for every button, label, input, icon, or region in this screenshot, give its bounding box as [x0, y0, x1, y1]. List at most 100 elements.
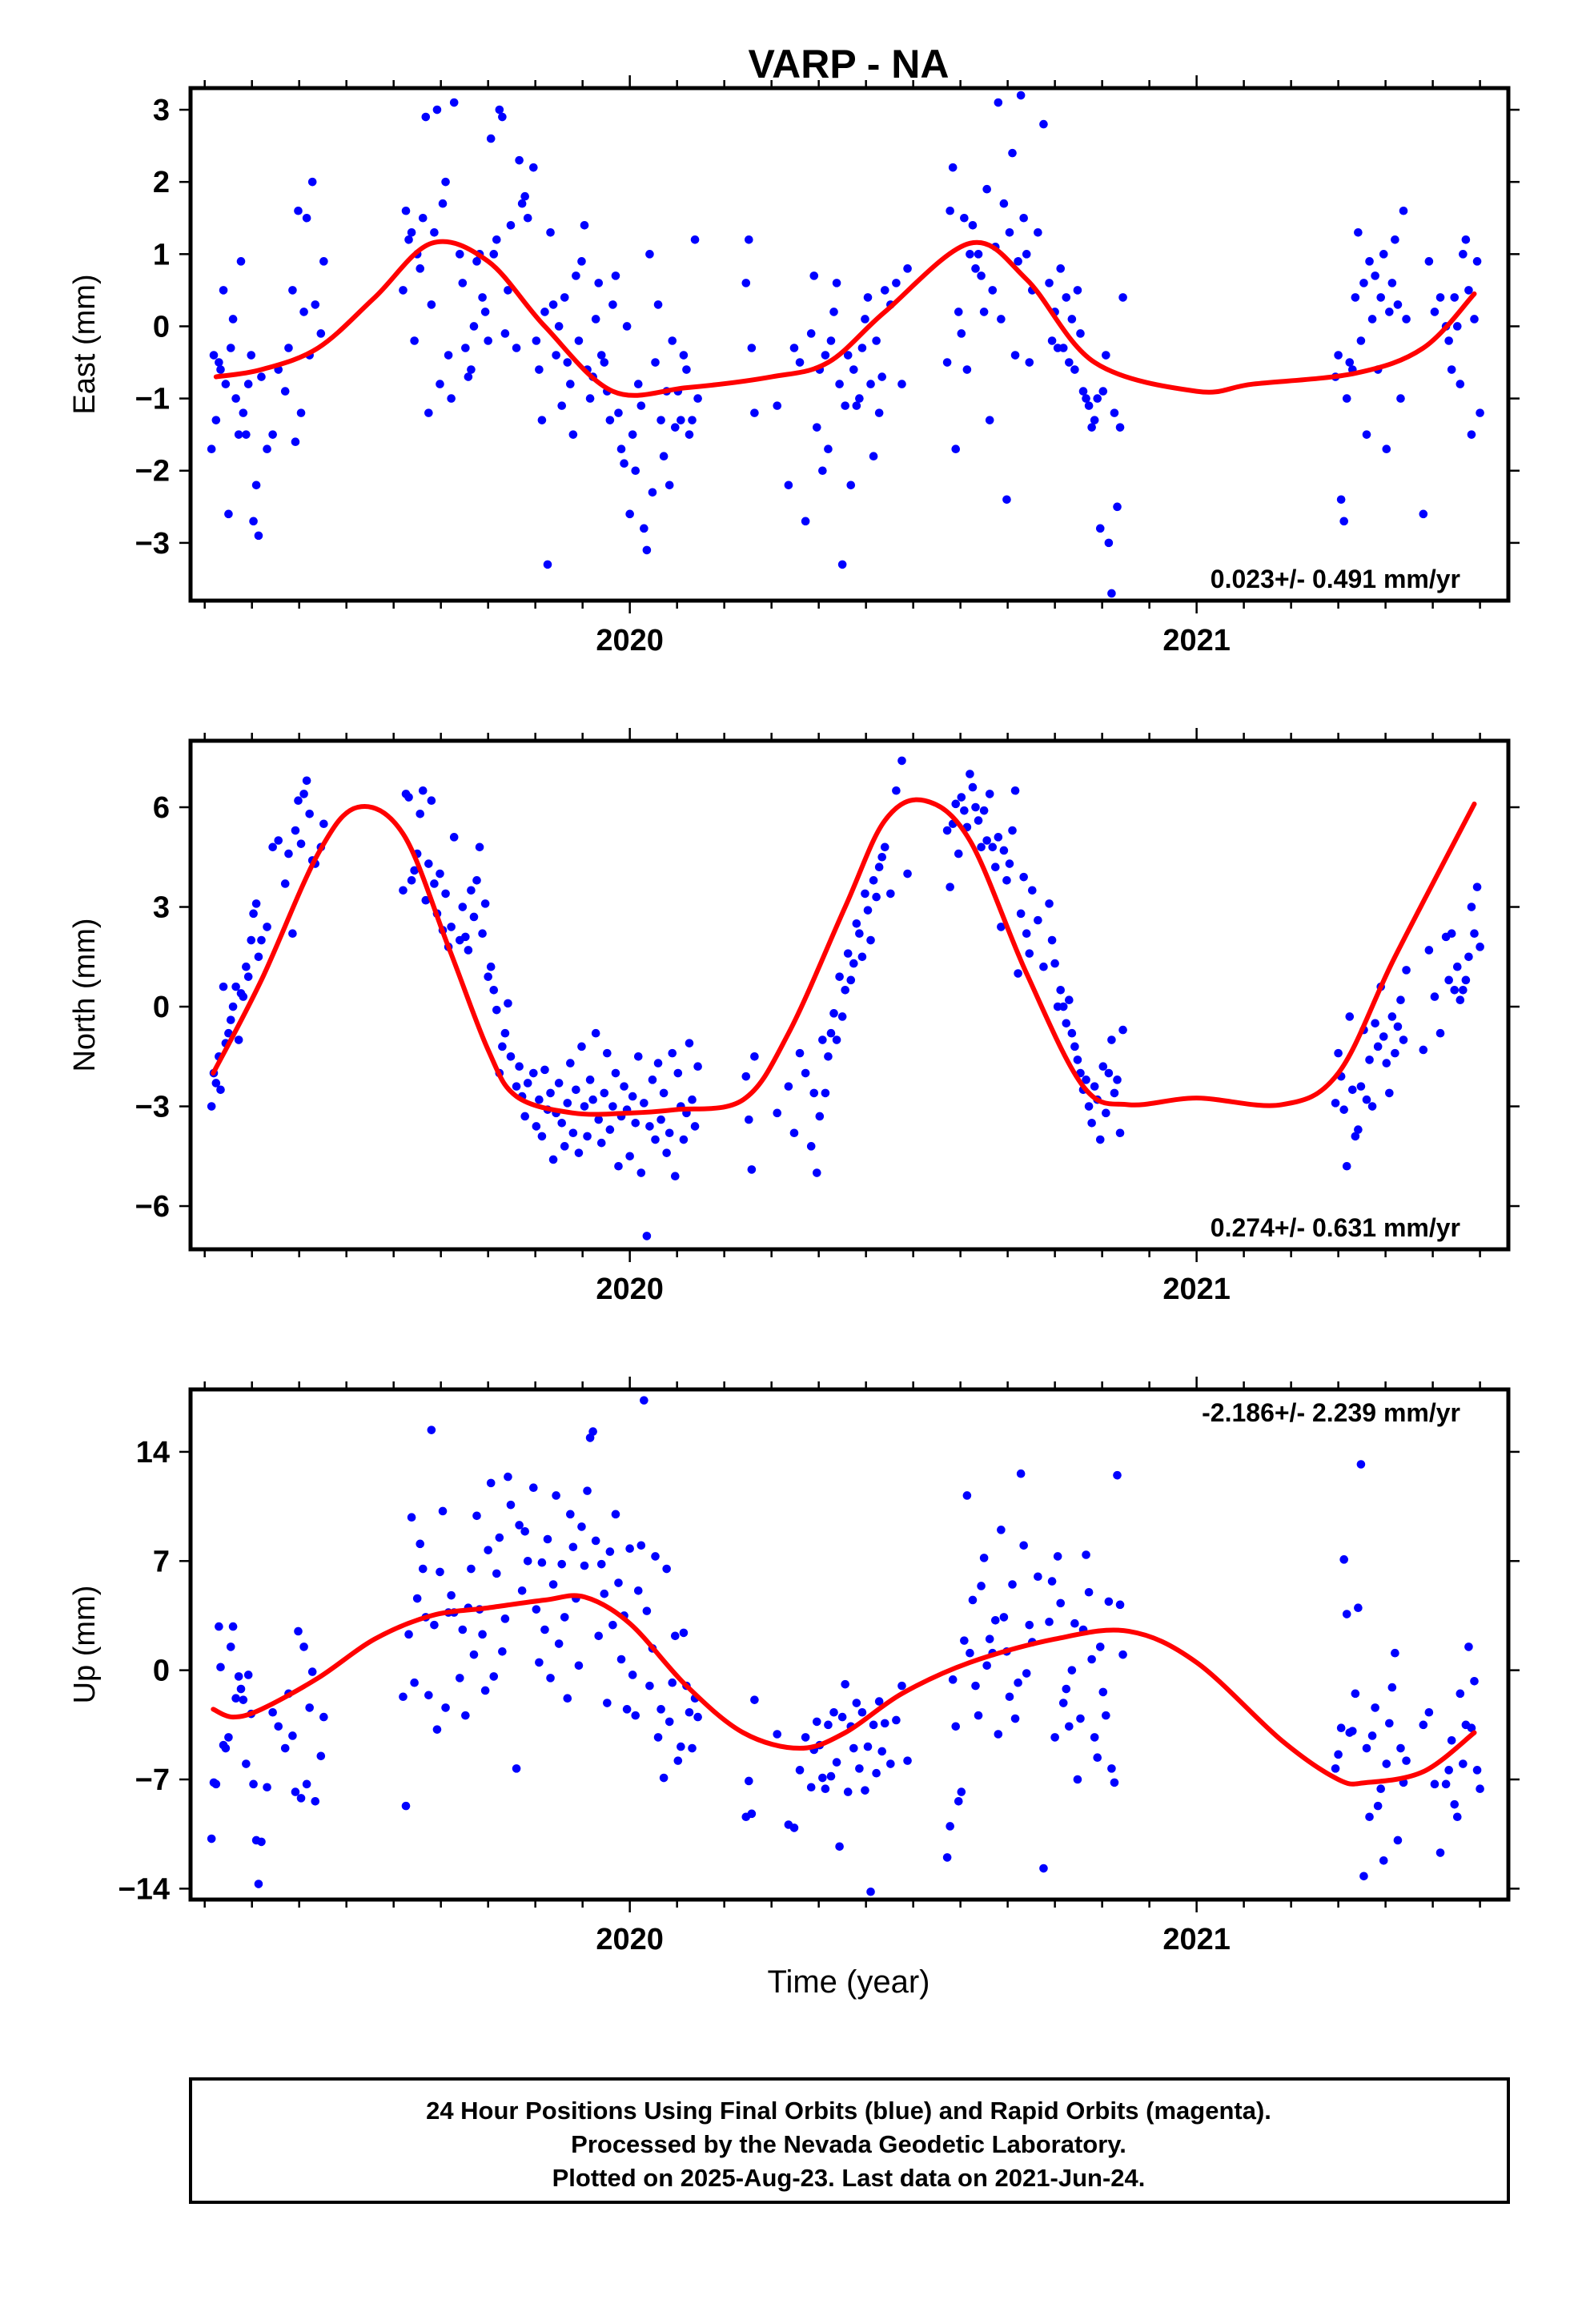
data-point — [1070, 1618, 1079, 1628]
data-point — [1062, 1019, 1071, 1028]
data-point — [299, 308, 308, 316]
data-point — [280, 387, 290, 396]
data-point — [818, 466, 827, 476]
data-point — [234, 430, 243, 439]
data-point — [942, 358, 952, 367]
north-panel: 2020 2021 −6 −3 0 3 6 North (mm) 0.274+/- 0.631 … — [68, 728, 1520, 1306]
x-tick-label: 2020 — [596, 1273, 664, 1306]
data-point — [239, 408, 248, 417]
data-point — [410, 336, 419, 345]
data-point — [291, 826, 300, 835]
data-point — [1098, 1687, 1108, 1697]
data-point — [1435, 1848, 1445, 1857]
data-point — [427, 796, 436, 806]
data-point — [979, 1554, 989, 1562]
data-point — [974, 250, 983, 259]
data-point — [449, 833, 459, 842]
data-point — [500, 1028, 510, 1038]
data-point — [552, 1491, 560, 1500]
data-point — [1065, 995, 1074, 1005]
data-point — [1450, 293, 1460, 302]
data-point — [517, 199, 527, 208]
data-point — [458, 279, 468, 287]
data-point — [1379, 250, 1388, 259]
data-point — [1090, 1733, 1099, 1742]
data-point — [1435, 293, 1445, 302]
data-point — [892, 786, 901, 795]
data-point — [243, 972, 253, 981]
data-point — [577, 1522, 586, 1531]
data-point — [1336, 1723, 1346, 1733]
data-point — [1385, 1719, 1394, 1728]
data-point — [977, 271, 986, 280]
data-point — [294, 206, 303, 215]
data-point — [628, 430, 637, 439]
data-point — [821, 1784, 830, 1793]
data-point — [835, 1842, 844, 1852]
data-point — [416, 1539, 425, 1549]
data-point — [1441, 1779, 1451, 1789]
data-point — [1014, 257, 1022, 266]
data-point — [546, 1674, 555, 1683]
data-point — [640, 1396, 648, 1405]
data-point — [489, 250, 499, 259]
data-point — [642, 545, 652, 555]
data-point — [249, 1779, 258, 1789]
data-point — [1371, 1703, 1379, 1712]
data-point — [951, 444, 961, 454]
data-point — [1367, 315, 1377, 324]
data-point — [628, 1092, 637, 1101]
data-point — [861, 1786, 869, 1795]
data-point — [846, 975, 856, 985]
data-point — [1342, 1610, 1351, 1618]
data-point — [492, 1569, 501, 1578]
y-tick-label: 3 — [153, 94, 170, 127]
data-point — [997, 923, 1006, 931]
data-point — [574, 336, 584, 345]
data-point — [399, 286, 408, 295]
data-point — [1452, 962, 1462, 971]
data-point — [1045, 899, 1054, 908]
data-point — [747, 344, 757, 352]
data-point — [946, 206, 954, 215]
data-point — [892, 279, 901, 287]
data-point — [1430, 308, 1439, 316]
data-point — [1452, 1812, 1462, 1822]
data-point — [1093, 1753, 1102, 1763]
data-point — [795, 1766, 805, 1775]
data-point — [1450, 1799, 1460, 1809]
data-point — [1010, 351, 1020, 360]
caption-line-2: Processed by the Nevada Geodetic Laborat… — [571, 2130, 1126, 2158]
data-point — [596, 1559, 606, 1569]
data-point — [1365, 1055, 1374, 1064]
y-tick-label: 0 — [153, 1655, 170, 1688]
data-point — [407, 227, 416, 237]
data-point — [1039, 1864, 1048, 1873]
data-point — [532, 336, 541, 345]
x-tick-label: 2020 — [596, 1923, 664, 1956]
data-point — [869, 452, 878, 461]
east-panel: 2020 2021 −3 −2 −1 0 1 2 3 East (mm) 0.023+/- 0.49… — [68, 75, 1520, 657]
data-point — [307, 177, 317, 187]
data-point — [1356, 1082, 1366, 1091]
data-point — [594, 1115, 604, 1124]
data-point — [515, 1062, 524, 1072]
data-point — [399, 886, 408, 895]
data-point — [946, 883, 954, 891]
data-point — [1010, 786, 1020, 795]
data-point — [1371, 1019, 1379, 1028]
data-point — [1444, 975, 1453, 985]
data-point — [1447, 929, 1456, 939]
data-point — [1110, 1088, 1119, 1098]
data-point — [572, 271, 580, 280]
data-point — [537, 1558, 547, 1567]
data-point — [1034, 915, 1042, 925]
data-point — [546, 1088, 555, 1098]
data-point — [872, 892, 881, 902]
data-point — [957, 1787, 966, 1796]
data-point — [892, 1715, 901, 1725]
data-point — [427, 300, 436, 309]
data-point — [1025, 949, 1034, 958]
data-point — [568, 1542, 578, 1552]
data-point — [1456, 995, 1465, 1005]
